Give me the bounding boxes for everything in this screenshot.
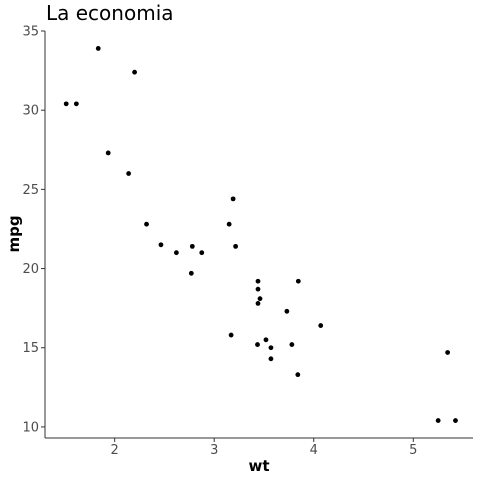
- data-point: [453, 418, 458, 423]
- data-point: [189, 243, 195, 249]
- data-point: [435, 418, 441, 423]
- y-axis-ticks: 10 15 20 25 30 35: [22, 25, 45, 435]
- x-tick-label: 2: [111, 443, 119, 458]
- y-tick-label: 20: [22, 262, 39, 277]
- y-tick-label: 30: [22, 104, 39, 119]
- x-tick-label: 4: [310, 443, 318, 458]
- data-point: [295, 278, 301, 284]
- data-point: [228, 332, 234, 338]
- data-point: [73, 101, 79, 107]
- data-point: [158, 242, 164, 248]
- data-point: [295, 372, 301, 378]
- data-point: [445, 350, 451, 355]
- data-point: [105, 150, 111, 156]
- x-axis-ticks: 2 3 4 5: [111, 438, 417, 458]
- data-point: [284, 308, 290, 314]
- data-point: [263, 337, 269, 343]
- data-point: [173, 250, 179, 256]
- data-point: [255, 278, 261, 284]
- data-point: [233, 243, 239, 249]
- data-point: [268, 345, 274, 351]
- data-point: [318, 323, 324, 328]
- y-tick-label: 10: [22, 420, 39, 435]
- chart-title: La economia: [46, 1, 174, 25]
- y-tick-label: 35: [22, 25, 39, 40]
- data-point: [257, 296, 263, 302]
- x-tick-label: 3: [210, 443, 218, 458]
- data-point: [144, 221, 149, 227]
- data-point: [95, 46, 101, 51]
- data-point: [268, 356, 274, 362]
- data-point: [230, 196, 236, 202]
- data-point: [255, 300, 261, 306]
- data-point: [255, 342, 260, 347]
- x-tick-label: 5: [409, 443, 417, 458]
- y-tick-label: 15: [22, 341, 39, 356]
- y-tick-label: 25: [22, 183, 39, 198]
- data-point: [199, 250, 205, 256]
- data-point: [226, 221, 232, 227]
- data-point: [126, 171, 132, 176]
- x-axis-title: wt: [248, 457, 269, 475]
- data-point: [255, 286, 261, 292]
- data-points: [63, 46, 458, 423]
- data-point: [188, 270, 194, 276]
- data-point: [132, 69, 137, 75]
- y-axis-title: mpg: [5, 215, 23, 252]
- data-point: [289, 342, 295, 347]
- data-point: [63, 101, 69, 107]
